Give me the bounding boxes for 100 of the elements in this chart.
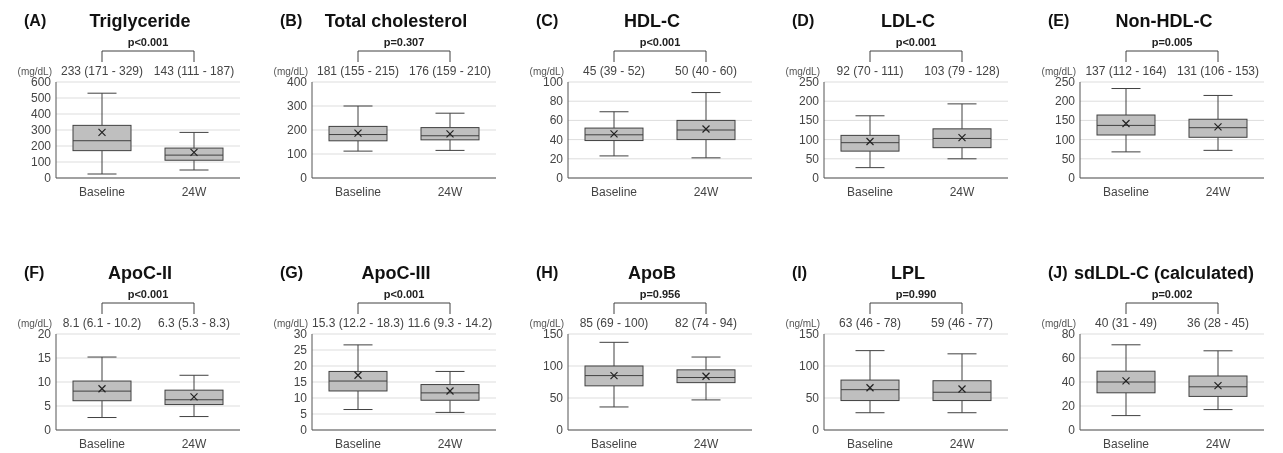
text: 131 (106 - 153)	[1176, 64, 1260, 78]
y-tick-label: 10	[37, 375, 52, 389]
x-tick-label: Baseline	[334, 185, 382, 199]
y-tick-label: 100	[1054, 132, 1076, 147]
text: 15.3 (12.2 - 18.3)	[311, 316, 405, 330]
text: p=0.956	[639, 288, 681, 300]
text: (B)	[280, 12, 303, 29]
y-tick-label: 100	[542, 359, 564, 373]
chart-title: LDL-C	[881, 11, 935, 31]
y-tick-label: 25	[293, 343, 308, 357]
y-tick-label: 50	[549, 391, 564, 405]
chart-title: HDL-C	[624, 11, 680, 31]
x-tick-label: 24W	[1205, 185, 1231, 199]
text: p<0.001	[127, 36, 169, 48]
text: 82 (74 - 94)	[674, 316, 738, 330]
y-tick-label: 50	[805, 151, 820, 166]
text: p<0.001	[127, 288, 169, 300]
text: 36 (28 - 45)	[1186, 316, 1250, 330]
chart-title: LPL	[891, 263, 925, 283]
y-tick-label: 15	[293, 375, 308, 389]
text: 40 (31 - 49)	[1094, 316, 1158, 330]
text: (G)	[280, 264, 304, 281]
y-tick-label: 0	[44, 171, 52, 185]
text: (A)	[24, 12, 47, 29]
text: (J)	[1048, 264, 1068, 281]
y-tick-label: 100	[798, 132, 820, 147]
text: (H)	[536, 264, 559, 281]
y-tick-label: 80	[549, 94, 564, 109]
y-tick-label: 0	[556, 423, 564, 437]
x-tick-label: 24W	[181, 437, 207, 451]
x-tick-label: 24W	[949, 185, 975, 199]
y-tick-label: 200	[1054, 94, 1076, 109]
text: 103 (79 - 128)	[924, 64, 1000, 78]
y-tick-label: 300	[30, 123, 52, 137]
chart-title: Triglyceride	[89, 11, 191, 31]
y-tick-label: 20	[549, 151, 564, 166]
text: 8.1 (6.1 - 10.2)	[62, 316, 142, 330]
chart-title: ApoC-II	[108, 263, 172, 283]
text: p<0.001	[639, 36, 681, 48]
text: (I)	[792, 264, 808, 281]
x-tick-label: Baseline	[1102, 437, 1150, 451]
y-axis-title: (mg/dL)	[17, 66, 52, 77]
text: 59 (46 - 77)	[930, 316, 994, 330]
text: (C)	[536, 12, 559, 29]
y-tick-label: 0	[812, 171, 820, 185]
chart-title: Total cholesterol	[324, 11, 468, 31]
y-tick-label: 50	[1061, 151, 1076, 166]
y-tick-label: 0	[44, 423, 52, 437]
y-tick-label: 0	[1068, 171, 1076, 185]
x-tick-label: Baseline	[334, 437, 382, 451]
y-tick-label: 0	[812, 423, 820, 437]
x-tick-label: Baseline	[590, 437, 638, 451]
text: 11.6 (9.3 - 14.2)	[407, 316, 493, 330]
text: 92 (70 - 111)	[836, 64, 904, 78]
x-tick-label: 24W	[949, 437, 975, 451]
y-tick-label: 40	[1061, 375, 1076, 389]
y-tick-label: 15	[37, 351, 52, 365]
y-tick-label: 100	[30, 155, 52, 169]
text: 137 (112 - 164)	[1085, 64, 1167, 78]
text: (F)	[24, 264, 45, 281]
y-tick-label: 500	[30, 91, 52, 105]
text: p=0.005	[1151, 36, 1193, 48]
y-tick-label: 10	[293, 391, 308, 405]
y-tick-label: 60	[549, 113, 564, 128]
y-tick-label: 20	[293, 359, 308, 373]
y-tick-label: 200	[286, 123, 308, 137]
text: (E)	[1048, 12, 1070, 29]
x-tick-label: Baseline	[590, 185, 638, 199]
text: 176 (159 - 210)	[408, 64, 492, 78]
y-tick-label: 400	[30, 107, 52, 121]
y-tick-label: 150	[798, 113, 820, 128]
text: p=0.307	[383, 36, 425, 48]
x-tick-label: 24W	[437, 185, 463, 199]
y-tick-label: 40	[549, 132, 564, 147]
y-tick-label: 0	[300, 171, 308, 185]
x-tick-label: Baseline	[78, 437, 126, 451]
x-tick-label: 24W	[1205, 437, 1231, 451]
chart-title: sdLDL-C (calculated)	[1073, 263, 1255, 283]
y-axis-title: (mg/dL)	[273, 318, 308, 329]
chart-title: ApoB	[628, 263, 676, 283]
chart-title: ApoC-III	[361, 263, 431, 283]
x-tick-label: Baseline	[1102, 185, 1150, 199]
x-tick-label: 24W	[181, 185, 207, 199]
text: p=0.002	[1151, 288, 1193, 300]
y-tick-label: 5	[44, 399, 52, 413]
x-tick-label: Baseline	[846, 185, 894, 199]
y-axis-title: (mg/dL)	[1041, 66, 1076, 77]
y-tick-label: 200	[30, 139, 52, 153]
text: (D)	[792, 12, 815, 29]
y-tick-label: 0	[556, 171, 564, 185]
y-tick-label: 0	[1068, 423, 1076, 437]
x-tick-label: Baseline	[846, 437, 894, 451]
x-tick-label: 24W	[437, 437, 463, 451]
y-tick-label: 100	[286, 147, 308, 161]
y-tick-label: 200	[798, 94, 820, 109]
x-tick-label: 24W	[693, 185, 719, 199]
y-tick-label: 50	[805, 391, 820, 405]
y-tick-label: 0	[300, 423, 308, 437]
y-tick-label: 150	[1054, 113, 1076, 128]
y-axis-title: (mg/dL)	[17, 318, 52, 329]
